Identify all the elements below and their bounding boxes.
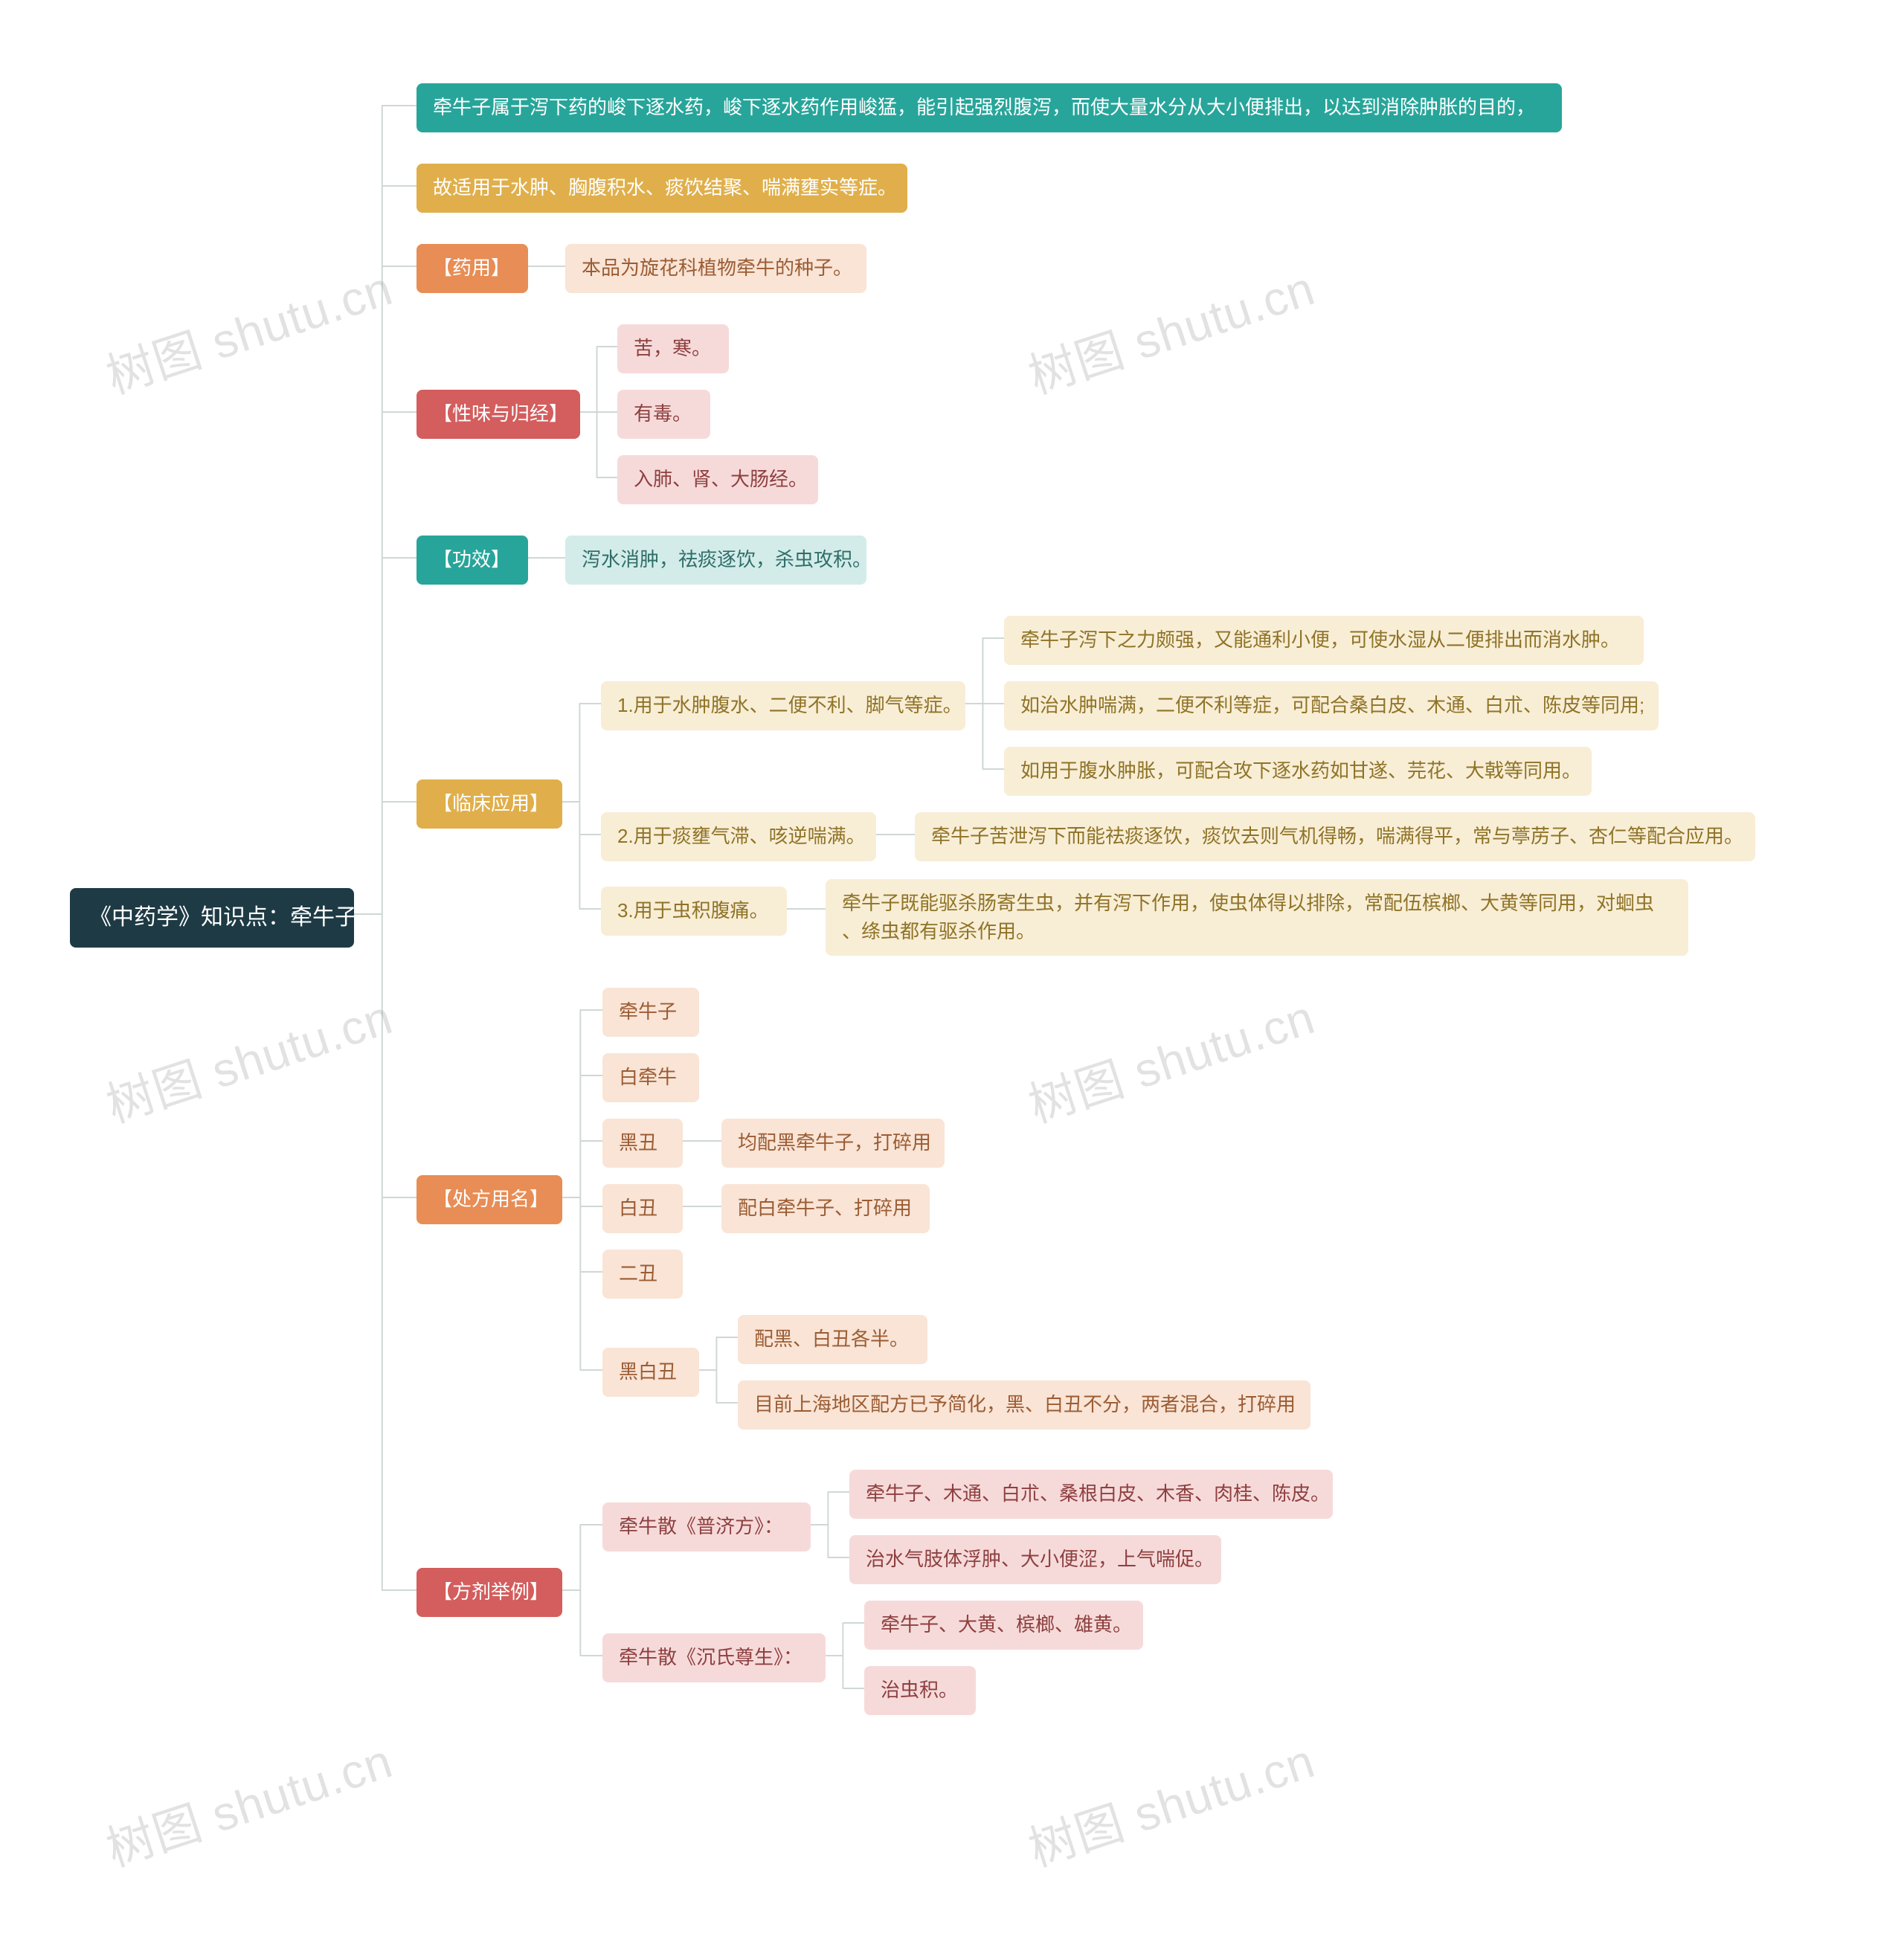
node-n7[interactable]: 【处方用名】 — [416, 1175, 562, 1224]
node-n2[interactable]: 故适用于水肿、胸腹积水、痰饮结聚、喘满壅实等症。 — [416, 164, 907, 213]
node-n8a2[interactable]: 治水气肢体浮肿、大小便涩，上气喘促。 — [849, 1535, 1221, 1584]
node-n6c1[interactable]: 牵牛子既能驱杀肠寄生虫，并有泻下作用，使虫体得以排除，常配伍槟榔、大黄等同用，对… — [826, 879, 1688, 956]
node-n4c[interactable]: 入肺、肾、大肠经。 — [617, 455, 818, 504]
connector-layer — [0, 0, 1904, 1942]
node-n7f2[interactable]: 目前上海地区配方已予简化，黑、白丑不分，两者混合，打碎用 — [738, 1380, 1310, 1430]
node-n8b1[interactable]: 牵牛子、大黄、槟榔、雄黄。 — [864, 1601, 1143, 1650]
node-n6a[interactable]: 1.用于水肿腹水、二便不利、脚气等症。 — [601, 681, 965, 730]
node-n7d1[interactable]: 配白牵牛子、打碎用 — [721, 1184, 930, 1233]
node-n3a[interactable]: 本品为旋花科植物牵牛的种子。 — [565, 244, 866, 293]
node-n5[interactable]: 【功效】 — [416, 536, 528, 585]
node-n7b[interactable]: 白牵牛 — [602, 1053, 699, 1102]
watermark: 树图 shutu.cn — [97, 1723, 400, 1880]
node-n6c[interactable]: 3.用于虫积腹痛。 — [601, 887, 787, 936]
node-n7f[interactable]: 黑白丑 — [602, 1348, 699, 1397]
node-n6a2[interactable]: 如治水肿喘满，二便不利等症，可配合桑白皮、木通、白朮、陈皮等同用; — [1004, 681, 1659, 730]
node-n6b[interactable]: 2.用于痰壅气滞、咳逆喘满。 — [601, 812, 876, 861]
node-root[interactable]: 《中药学》知识点：牵牛子 — [70, 888, 354, 948]
node-n5a[interactable]: 泻水消肿，祛痰逐饮，杀虫攻积。 — [565, 536, 866, 585]
node-n4[interactable]: 【性味与归经】 — [416, 390, 580, 439]
node-n8b2[interactable]: 治虫积。 — [864, 1666, 976, 1715]
node-n8a[interactable]: 牵牛散《普济方》： — [602, 1502, 811, 1552]
watermark: 树图 shutu.cn — [1019, 980, 1322, 1136]
node-n7c1[interactable]: 均配黑牵牛子，打碎用 — [721, 1119, 945, 1168]
node-n3[interactable]: 【药用】 — [416, 244, 528, 293]
node-n8b[interactable]: 牵牛散《沉氏尊生》： — [602, 1633, 826, 1682]
node-n8[interactable]: 【方剂举例】 — [416, 1568, 562, 1617]
node-n6[interactable]: 【临床应用】 — [416, 779, 562, 829]
node-n6b1[interactable]: 牵牛子苦泄泻下而能祛痰逐饮，痰饮去则气机得畅，喘满得平，常与葶苈子、杏仁等配合应… — [915, 812, 1755, 861]
watermark: 树图 shutu.cn — [1019, 251, 1322, 408]
node-n7c[interactable]: 黑丑 — [602, 1119, 683, 1168]
node-n4a[interactable]: 苦，寒。 — [617, 324, 729, 373]
node-n4b[interactable]: 有毒。 — [617, 390, 710, 439]
node-n6a3[interactable]: 如用于腹水肿胀，可配合攻下逐水药如甘遂、芫花、大戟等同用。 — [1004, 747, 1592, 796]
node-n7e[interactable]: 二丑 — [602, 1250, 683, 1299]
node-n8a1[interactable]: 牵牛子、木通、白朮、桑根白皮、木香、肉桂、陈皮。 — [849, 1470, 1333, 1519]
node-n6a1[interactable]: 牵牛子泻下之力颇强，又能通利小便，可使水湿从二便排出而消水肿。 — [1004, 616, 1644, 665]
node-n1[interactable]: 牵牛子属于泻下药的峻下逐水药，峻下逐水药作用峻猛，能引起强烈腹泻，而使大量水分从… — [416, 83, 1562, 132]
watermark: 树图 shutu.cn — [97, 251, 400, 408]
node-n7d[interactable]: 白丑 — [602, 1184, 683, 1233]
node-n7f1[interactable]: 配黑、白丑各半。 — [738, 1315, 927, 1364]
node-n7a[interactable]: 牵牛子 — [602, 988, 699, 1037]
watermark: 树图 shutu.cn — [1019, 1723, 1322, 1880]
mindmap-canvas: 树图 shutu.cn 树图 shutu.cn 树图 shutu.cn 树图 shut… — [0, 0, 1904, 1942]
watermark: 树图 shutu.cn — [97, 980, 400, 1136]
